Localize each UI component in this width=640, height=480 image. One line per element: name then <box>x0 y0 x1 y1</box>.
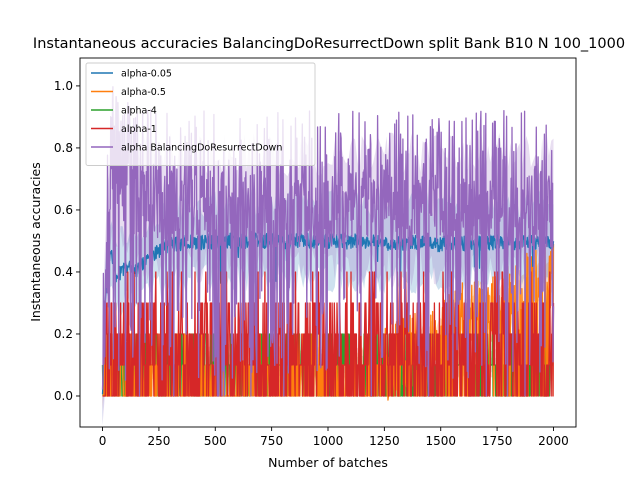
x-tick-label: 2000 <box>538 434 569 448</box>
y-axis-label: Instantaneous accuracies <box>28 162 43 322</box>
x-axis: 0 250 500 750 1000 1250 1500 1750 2000 <box>99 427 569 448</box>
legend-box <box>85 62 316 166</box>
series-line-alpha-1 <box>102 271 555 397</box>
y-tick-label: 0.4 <box>54 265 73 279</box>
y-axis: 0.0 0.2 0.4 0.6 0.8 1.0 <box>54 79 80 403</box>
legend-label: alpha-0.05 <box>121 69 172 80</box>
legend-label: alpha-1 <box>121 124 157 135</box>
y-tick-label: 0.8 <box>54 141 73 155</box>
series-line-alpha-balancingdoresurrectdown <box>101 86 555 397</box>
x-tick-label: 1500 <box>425 434 456 448</box>
x-tick-label: 1000 <box>313 434 344 448</box>
y-tick-label: 1.0 <box>54 79 73 93</box>
chart-title: Instantaneous accuracies BalancingDoResu… <box>33 36 625 52</box>
x-tick-label: 0 <box>99 434 107 448</box>
y-tick-label: 0.0 <box>54 389 73 403</box>
x-tick-label: 1750 <box>482 434 513 448</box>
legend: alpha-0.05 alpha-0.5 alpha-4 alpha-1 alpha B… <box>85 62 316 166</box>
x-tick-label: 1250 <box>369 434 400 448</box>
x-tick-label: 250 <box>147 434 170 448</box>
legend-label: alpha-4 <box>121 106 157 117</box>
y-tick-label: 0.2 <box>54 327 73 341</box>
x-tick-label: 500 <box>204 434 227 448</box>
legend-label: alpha-0.5 <box>121 87 166 98</box>
x-axis-label: Number of batches <box>268 455 388 470</box>
y-tick-label: 0.6 <box>54 203 73 217</box>
series-lines <box>101 86 555 401</box>
x-tick-label: 750 <box>260 434 283 448</box>
legend-label: alpha BalancingDoResurrectDown <box>121 143 282 154</box>
